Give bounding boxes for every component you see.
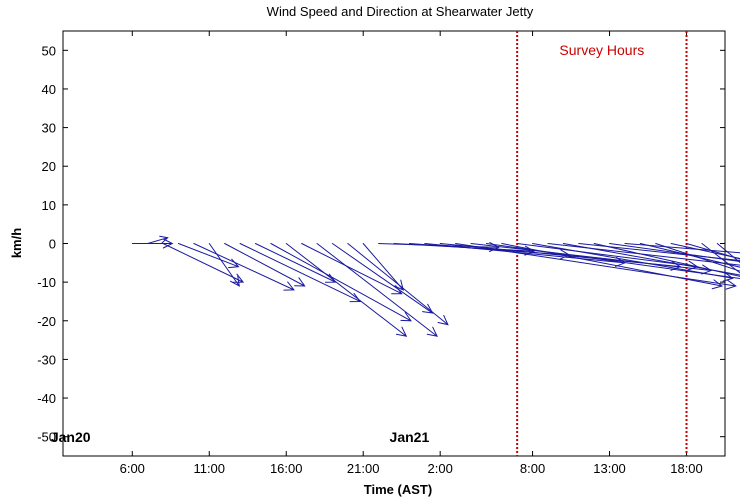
day-label: Jan21 (390, 429, 430, 445)
wind-arrow (593, 243, 740, 277)
wind-arrow (331, 243, 434, 314)
y-axis-title: km/h (9, 228, 24, 258)
day-label: Jan20 (51, 429, 91, 445)
wind-arrow (131, 238, 174, 249)
x-tick-label: 8:00 (520, 461, 545, 476)
wind-arrow (147, 235, 169, 244)
wind-arrow (455, 243, 737, 290)
wind-arrow (316, 243, 438, 337)
wind-arrow (686, 243, 740, 260)
y-tick-label: 20 (42, 159, 56, 174)
x-tick-label: 21:00 (347, 461, 380, 476)
y-tick-label: 40 (42, 82, 56, 97)
y-tick-label: -20 (37, 314, 56, 329)
x-tick-label: 18:00 (670, 461, 703, 476)
wind-arrow (362, 243, 404, 291)
wind-arrow (701, 243, 740, 274)
wind-vectors (131, 235, 740, 337)
y-tick-label: -10 (37, 275, 56, 290)
y-tick-label: 30 (42, 121, 56, 136)
x-axis: 6:00 11:00 16:00 21:00 2:00 8:00 13:00 18:00 (120, 31, 703, 476)
wind-arrow (609, 243, 740, 262)
wind-arrow (208, 243, 240, 287)
y-tick-label: 50 (42, 43, 56, 58)
wind-arrow (532, 243, 734, 282)
wind-arrow (239, 243, 362, 303)
wind-arrow (193, 243, 295, 291)
chart-title: Wind Speed and Direction at Shearwater J… (267, 4, 534, 19)
wind-arrow (655, 243, 740, 272)
wind-arrow (562, 243, 740, 276)
wind-arrow (670, 243, 740, 259)
wind-arrow (716, 243, 740, 264)
wind-arrow (270, 243, 412, 322)
y-axis: 50 40 30 20 10 0 -10 -20 -30 -40 -50 (37, 43, 725, 445)
x-tick-label: 11:00 (193, 461, 225, 476)
wind-arrow (224, 243, 306, 287)
survey-hours-label: Survey Hours (559, 42, 644, 58)
x-tick-label: 6:00 (120, 461, 145, 476)
x-tick-label: 13:00 (593, 461, 626, 476)
x-tick-label: 16:00 (270, 461, 303, 476)
wind-arrow (501, 243, 724, 290)
wind-arrow (639, 243, 740, 268)
y-tick-label: -30 (37, 352, 56, 367)
wind-arrow (285, 243, 408, 337)
x-axis-title: Time (AST) (364, 482, 432, 497)
y-tick-label: 10 (42, 198, 56, 213)
x-tick-label: 2:00 (428, 461, 453, 476)
day-labels: Jan20 Jan21 (51, 429, 430, 445)
y-tick-label: -50 (37, 430, 56, 445)
y-tick-label: -40 (37, 391, 56, 406)
wind-arrow (470, 243, 713, 275)
y-tick-label: 0 (49, 237, 56, 252)
